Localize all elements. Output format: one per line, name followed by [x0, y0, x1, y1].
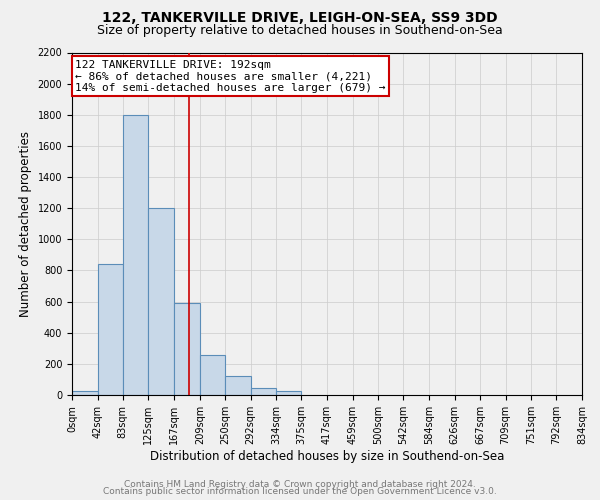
Bar [72, 391, 98, 395]
Bar [174, 303, 200, 395]
Bar [148, 208, 174, 395]
Text: 122, TANKERVILLE DRIVE, LEIGH-ON-SEA, SS9 3DD: 122, TANKERVILLE DRIVE, LEIGH-ON-SEA, SS… [102, 11, 498, 25]
Bar [98, 264, 123, 395]
Bar [123, 115, 148, 395]
Text: Contains HM Land Registry data © Crown copyright and database right 2024.: Contains HM Land Registry data © Crown c… [124, 480, 476, 489]
Bar [225, 376, 251, 395]
Y-axis label: Number of detached properties: Number of detached properties [19, 130, 32, 317]
Bar [276, 391, 301, 395]
X-axis label: Distribution of detached houses by size in Southend-on-Sea: Distribution of detached houses by size … [150, 450, 504, 462]
Bar [251, 388, 276, 395]
Text: 122 TANKERVILLE DRIVE: 192sqm
← 86% of detached houses are smaller (4,221)
14% o: 122 TANKERVILLE DRIVE: 192sqm ← 86% of d… [75, 60, 386, 92]
Text: Size of property relative to detached houses in Southend-on-Sea: Size of property relative to detached ho… [97, 24, 503, 37]
Text: Contains public sector information licensed under the Open Government Licence v3: Contains public sector information licen… [103, 487, 497, 496]
Bar [200, 356, 225, 395]
